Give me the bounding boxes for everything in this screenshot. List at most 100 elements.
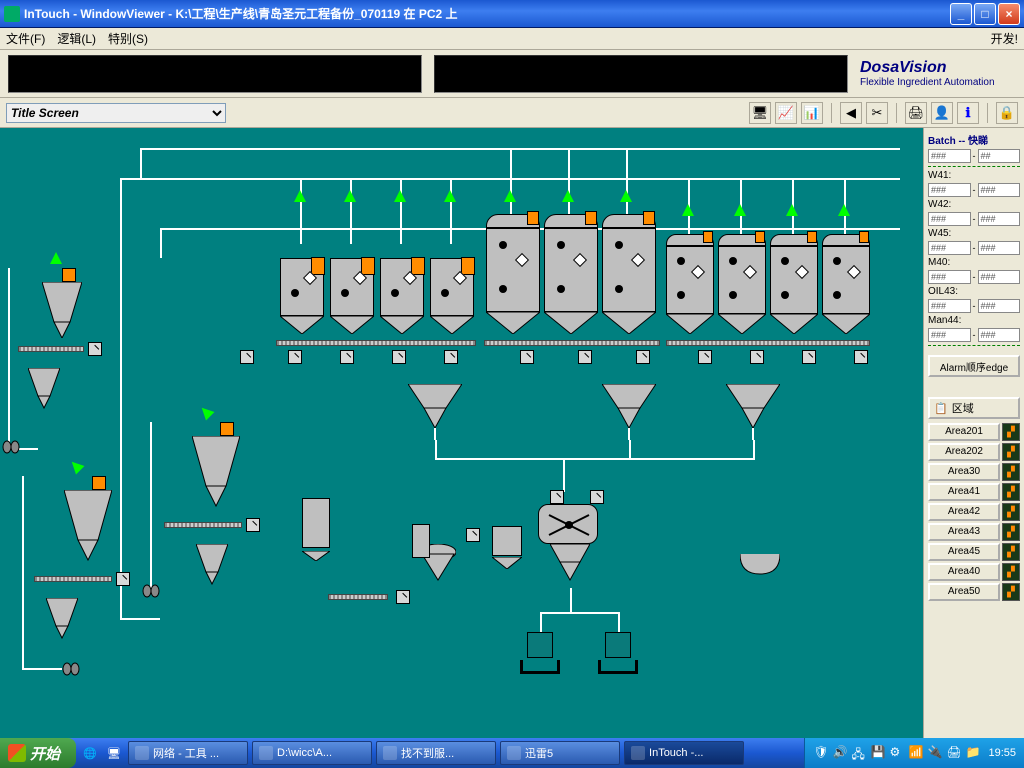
taskbar-task[interactable]: 找不到服... — [376, 741, 496, 765]
menu-file[interactable]: 文件(F) — [6, 30, 45, 47]
area-status-icon[interactable]: ▞ — [1002, 443, 1020, 461]
area-button[interactable]: Area202 — [928, 443, 1000, 461]
menu-develop[interactable]: 开发! — [991, 30, 1018, 47]
toolbtn-user[interactable]: 👤 — [931, 102, 953, 124]
aux-vessel-2 — [412, 524, 430, 564]
taskbar-task[interactable]: 网络 - 工具 ... — [128, 741, 248, 765]
area-status-icon[interactable]: ▞ — [1002, 503, 1020, 521]
area-button[interactable]: Area40 — [928, 563, 1000, 581]
area-button[interactable]: Area41 — [928, 483, 1000, 501]
taskbar-task[interactable]: 迅雷5 — [500, 741, 620, 765]
area-status-icon[interactable]: ▞ — [1002, 543, 1020, 561]
area-status-icon[interactable]: ▞ — [1002, 583, 1020, 601]
toolbtn-3[interactable]: 📊 — [801, 102, 823, 124]
toolbtn-1[interactable]: 🖥 — [749, 102, 771, 124]
taskbar-task[interactable]: InTouch -... — [624, 741, 744, 765]
area-button[interactable]: Area43 — [928, 523, 1000, 541]
rail-2 — [484, 340, 660, 346]
indicator[interactable] — [578, 350, 592, 364]
toolbtn-print[interactable]: 🖨 — [905, 102, 927, 124]
app-icon — [4, 6, 20, 22]
close-button[interactable]: × — [998, 3, 1020, 25]
area-status-icon[interactable]: ▞ — [1002, 563, 1020, 581]
w42-label: W42: — [928, 199, 1020, 210]
header: DosaVision Flexible Ingredient Automatio… — [0, 50, 1024, 98]
indicator[interactable] — [288, 350, 302, 364]
quicklaunch-desktop[interactable]: 🖥 — [104, 743, 124, 763]
ack-button[interactable]: Alarm顺序edge — [928, 355, 1020, 377]
toolbtn-2[interactable]: 📈 — [775, 102, 797, 124]
side-panel: Batch -- 快睇 ###-## W41: ###-### W42: ###… — [924, 128, 1024, 738]
indicator[interactable] — [88, 342, 102, 356]
tray-icon[interactable]: 💾 — [870, 745, 886, 761]
indicator[interactable] — [550, 490, 564, 504]
indicator[interactable] — [802, 350, 816, 364]
maximize-button[interactable]: □ — [974, 3, 996, 25]
area-status-icon[interactable]: ▞ — [1002, 523, 1020, 541]
menu-special[interactable]: 特别(S) — [108, 30, 148, 47]
indicator[interactable] — [466, 528, 480, 542]
tank-s3 — [380, 258, 424, 334]
area-status-icon[interactable]: ▞ — [1002, 423, 1020, 441]
tray-icon[interactable]: ⚙ — [889, 745, 905, 761]
tray-icon[interactable]: 🛡 — [813, 745, 829, 761]
area-button[interactable]: Area201 — [928, 423, 1000, 441]
area-button[interactable]: Area50 — [928, 583, 1000, 601]
area-status-icon[interactable]: ▞ — [1002, 483, 1020, 501]
clock[interactable]: 19:55 — [988, 747, 1016, 759]
screen-select[interactable]: Title Screen — [6, 103, 226, 123]
batch-val-2: ## — [978, 149, 1021, 163]
menu-logic[interactable]: 逻辑(L) — [57, 30, 96, 47]
tank-m3 — [770, 234, 818, 334]
tray-icon[interactable]: 📁 — [965, 745, 981, 761]
feed-bin-3 — [192, 422, 240, 508]
tray-icon[interactable]: 🔊 — [832, 745, 848, 761]
area-status-icon[interactable]: ▞ — [1002, 463, 1020, 481]
w41-label: W41: — [928, 170, 1020, 181]
indicator[interactable] — [854, 350, 868, 364]
tray-icon[interactable]: 🖨 — [946, 745, 962, 761]
indicator[interactable] — [116, 572, 130, 586]
indicator[interactable] — [520, 350, 534, 364]
aux-vessel-1 — [302, 498, 330, 558]
tank-l1 — [486, 214, 540, 334]
indicator[interactable] — [636, 350, 650, 364]
tank-s1 — [280, 258, 324, 334]
hopper-3 — [726, 384, 780, 440]
bowl — [740, 554, 780, 576]
tank-s2 — [330, 258, 374, 334]
indicator[interactable] — [590, 490, 604, 504]
toolbtn-info[interactable]: ℹ — [957, 102, 979, 124]
indicator[interactable] — [340, 350, 354, 364]
tray-icon[interactable]: 🖧 — [851, 745, 867, 761]
indicator[interactable] — [444, 350, 458, 364]
area-button[interactable]: Area42 — [928, 503, 1000, 521]
mixer — [538, 504, 598, 544]
taskbar-task[interactable]: D:\wicc\A... — [252, 741, 372, 765]
area-head[interactable]: 📋区域 — [928, 397, 1020, 419]
area-button[interactable]: Area45 — [928, 543, 1000, 561]
toolbtn-5[interactable]: ✂ — [866, 102, 888, 124]
start-button[interactable]: 开始 — [0, 738, 76, 768]
indicator[interactable] — [240, 350, 254, 364]
indicator[interactable] — [750, 350, 764, 364]
indicator[interactable] — [698, 350, 712, 364]
status-display-2 — [434, 55, 848, 93]
indicator[interactable] — [392, 350, 406, 364]
minimize-button[interactable]: _ — [950, 3, 972, 25]
feed-rail-1 — [18, 346, 84, 352]
tray-icon[interactable]: 🔌 — [927, 745, 943, 761]
indicator[interactable] — [396, 590, 410, 604]
main: Batch -- 快睇 ###-## W41: ###-### W42: ###… — [0, 128, 1024, 738]
toolbtn-lock[interactable]: 🔒 — [996, 102, 1018, 124]
feed-bin-2b — [46, 598, 78, 642]
toolbtn-4[interactable]: ◀ — [840, 102, 862, 124]
quicklaunch-ie[interactable]: 🌐 — [80, 743, 100, 763]
rail-1 — [276, 340, 476, 346]
feed-rail-3 — [164, 522, 242, 528]
tank-m4 — [822, 234, 870, 334]
area-button[interactable]: Area30 — [928, 463, 1000, 481]
indicator[interactable] — [246, 518, 260, 532]
feed-bin-2 — [64, 476, 112, 562]
tray-icon[interactable]: 📶 — [908, 745, 924, 761]
